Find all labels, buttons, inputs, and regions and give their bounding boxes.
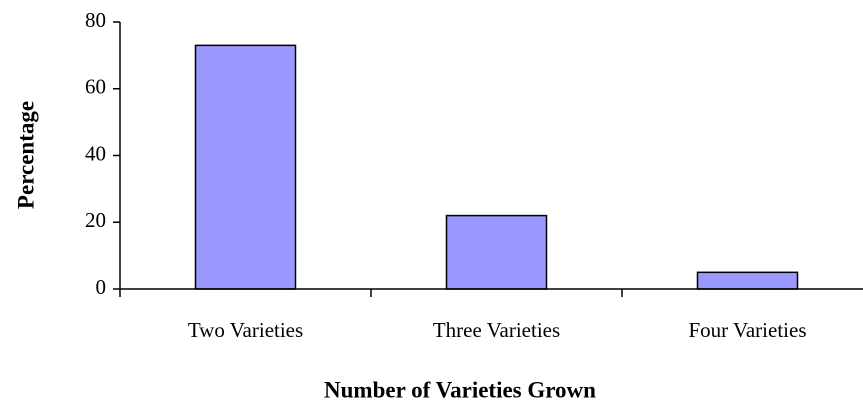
x-tick-label: Two Varieties (188, 318, 303, 342)
y-tick-label: 40 (85, 141, 106, 165)
y-tick-label: 60 (85, 75, 106, 99)
x-tick-label: Three Varieties (433, 318, 560, 342)
x-axis-title: Number of Varieties Grown (324, 377, 596, 402)
bar (445, 214, 548, 290)
y-axis-title: Percentage (13, 101, 38, 209)
bar (696, 271, 799, 290)
bar (194, 44, 297, 290)
y-tick-label: 20 (85, 208, 106, 232)
x-tick-label: Four Varieties (688, 318, 806, 342)
y-tick-label: 80 (85, 8, 106, 32)
y-tick-label: 0 (96, 275, 107, 299)
